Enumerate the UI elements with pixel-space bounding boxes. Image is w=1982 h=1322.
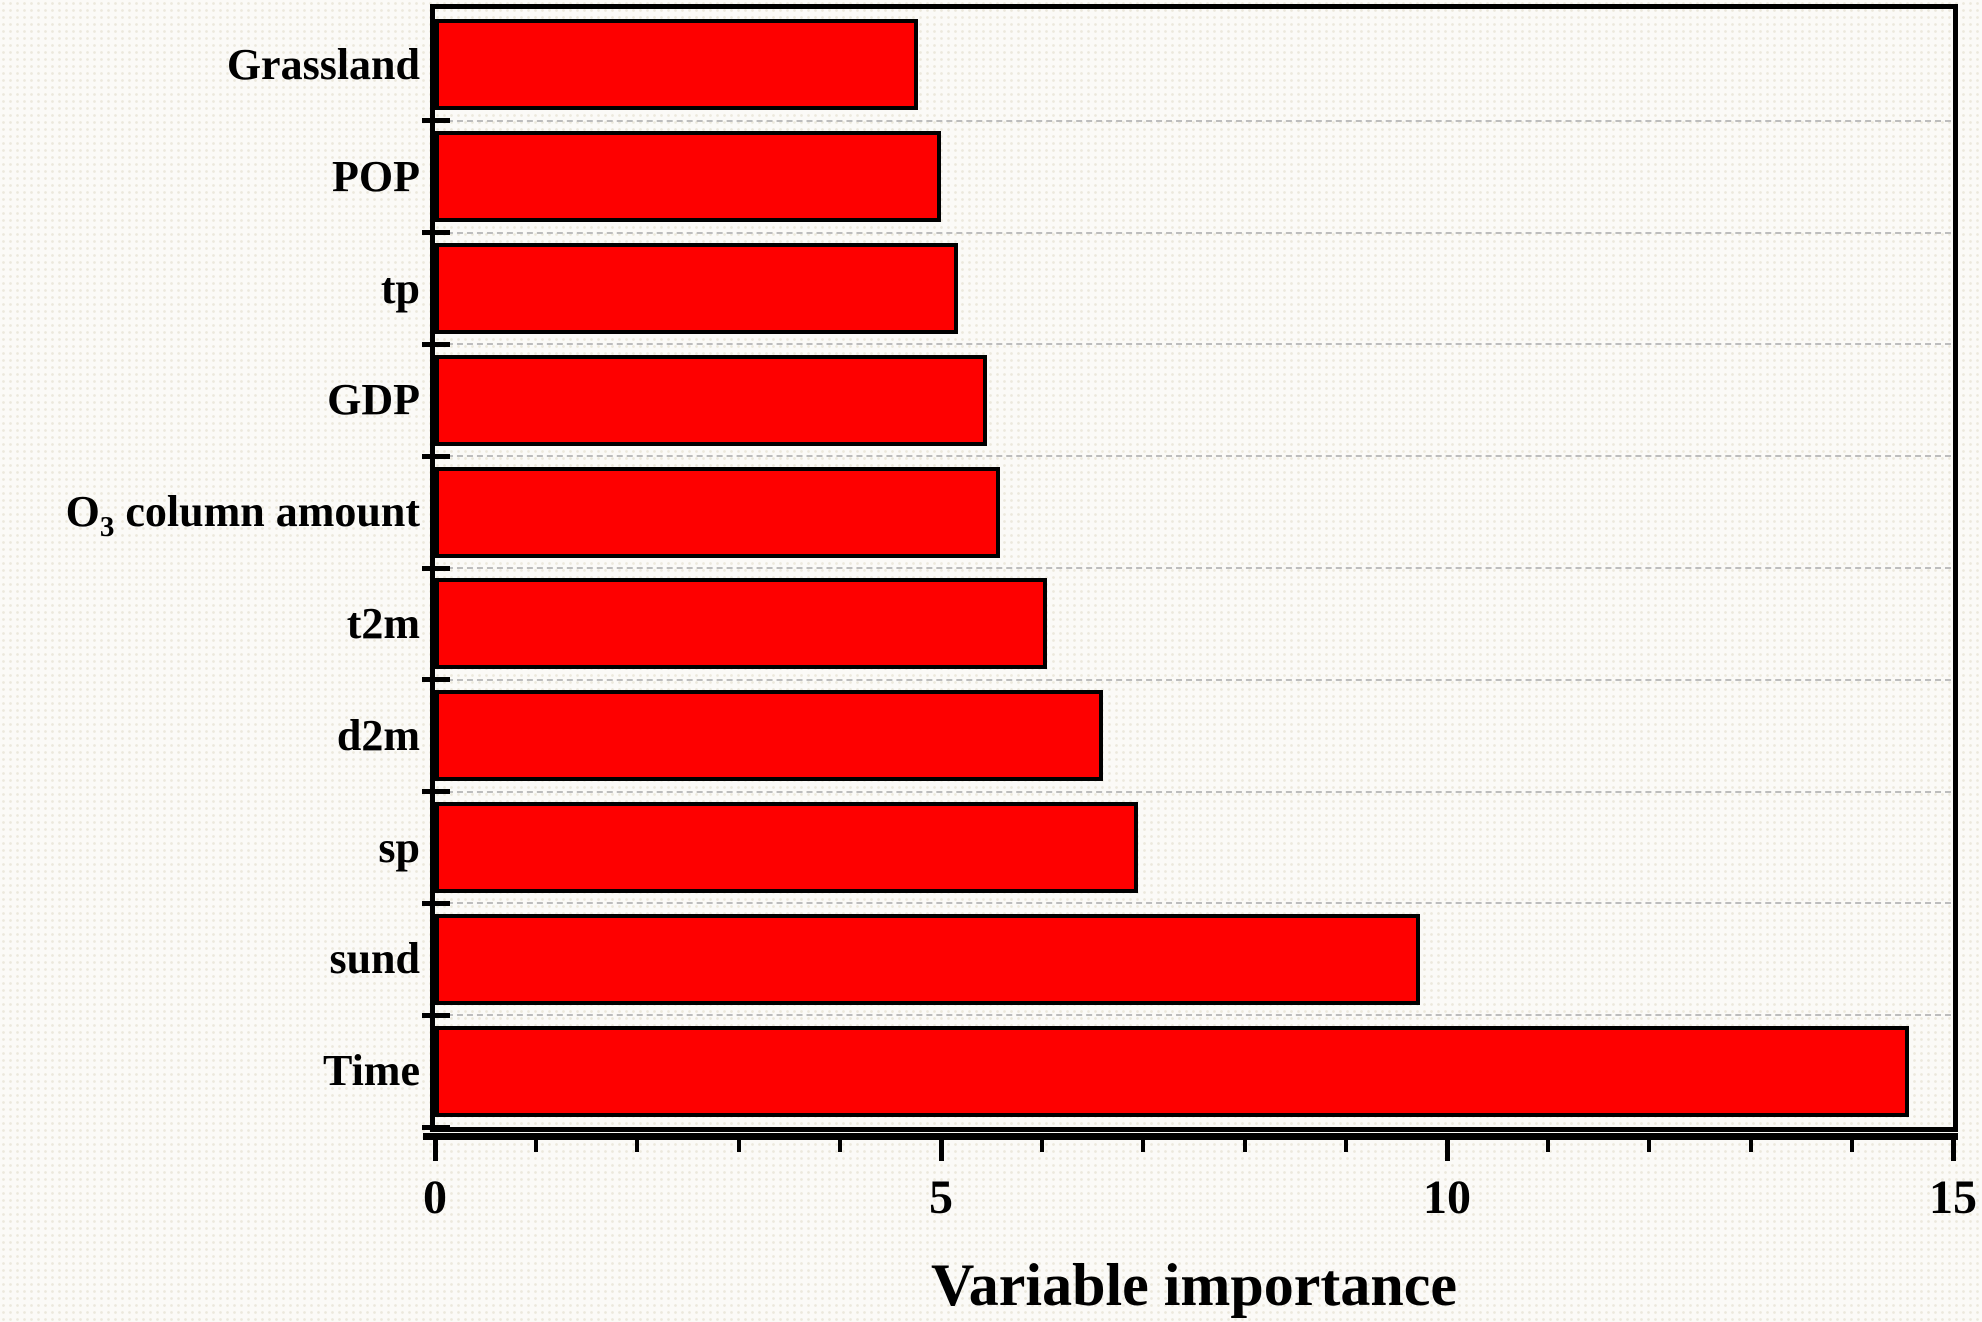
gridline-9 xyxy=(437,1014,1951,1017)
bar-d2m xyxy=(435,690,1103,782)
x-tick-label-0: 0 xyxy=(423,1171,447,1224)
x-major-tick-0 xyxy=(432,1140,438,1161)
bar-grassland xyxy=(435,19,918,111)
bar-pop xyxy=(435,131,941,223)
y-axis-tick-2 xyxy=(422,230,450,236)
x-minor-tick-9 xyxy=(1343,1140,1348,1152)
x-minor-tick-3 xyxy=(736,1140,741,1152)
bar-gdp xyxy=(435,354,987,446)
y-axis-labels: Grassland POP tp GDP O3 column amount t2m d2m s… xyxy=(0,0,420,1322)
x-axis-line xyxy=(423,1133,1958,1140)
gridline-1 xyxy=(437,119,1951,122)
y-axis-label-sp: sp xyxy=(378,822,420,872)
y-axis-tick-10 xyxy=(422,1124,450,1130)
x-minor-tick-12 xyxy=(1647,1140,1652,1152)
x-minor-tick-1 xyxy=(534,1140,539,1152)
y-axis-label-pop: POP xyxy=(332,151,420,201)
x-major-tick-15 xyxy=(1950,1140,1956,1161)
bar-t2m xyxy=(435,578,1048,670)
y-axis-label-sund: sund xyxy=(329,934,420,984)
bar-tp xyxy=(435,243,959,334)
x-minor-tick-8 xyxy=(1242,1140,1247,1152)
y-axis-label-t2m: t2m xyxy=(346,598,420,648)
x-major-tick-5 xyxy=(938,1140,944,1161)
gridline-4 xyxy=(437,455,1951,458)
gridline-8 xyxy=(437,902,1951,905)
bar-time xyxy=(435,1025,1910,1117)
x-minor-tick-13 xyxy=(1748,1140,1753,1152)
y-axis-tick-6 xyxy=(422,677,450,683)
y-axis-label-d2m: d2m xyxy=(336,710,420,760)
y-axis-label-grassland: Grassland xyxy=(226,39,420,89)
x-tick-label-10: 10 xyxy=(1423,1171,1471,1224)
y-axis-tick-9 xyxy=(422,1012,450,1018)
x-minor-tick-7 xyxy=(1141,1140,1146,1152)
bar-o-3-column-amount xyxy=(435,466,1000,558)
y-axis-label-time: Time xyxy=(323,1046,420,1096)
gridline-3 xyxy=(437,343,1951,346)
gridline-7 xyxy=(437,790,1951,793)
x-axis-title: Variable importance xyxy=(930,1252,1458,1318)
gridline-6 xyxy=(437,678,1951,681)
x-tick-label-15: 15 xyxy=(1929,1171,1977,1224)
y-axis-tick-3 xyxy=(422,341,450,347)
x-minor-tick-2 xyxy=(635,1140,640,1152)
y-axis-tick-5 xyxy=(422,565,450,571)
y-axis-tick-4 xyxy=(422,453,450,459)
plot-area xyxy=(430,4,1958,1132)
bar-sp xyxy=(435,802,1139,893)
y-axis-tick-8 xyxy=(422,900,450,906)
y-axis-label-o-3-column-amount: O3 column amount xyxy=(65,487,420,543)
x-minor-tick-4 xyxy=(837,1140,842,1152)
y-axis-label-gdp: GDP xyxy=(327,375,420,425)
x-minor-tick-11 xyxy=(1546,1140,1551,1152)
x-minor-tick-6 xyxy=(1040,1140,1045,1152)
x-major-tick-10 xyxy=(1444,1140,1450,1161)
y-axis-label-tp: tp xyxy=(380,263,420,313)
bar-sund xyxy=(435,913,1420,1005)
y-axis-tick-7 xyxy=(422,789,450,795)
x-tick-label-5: 5 xyxy=(929,1171,953,1224)
gridline-5 xyxy=(437,567,1951,569)
gridline-2 xyxy=(437,231,1951,234)
y-axis-tick-1 xyxy=(422,118,450,124)
x-minor-tick-14 xyxy=(1849,1140,1854,1152)
